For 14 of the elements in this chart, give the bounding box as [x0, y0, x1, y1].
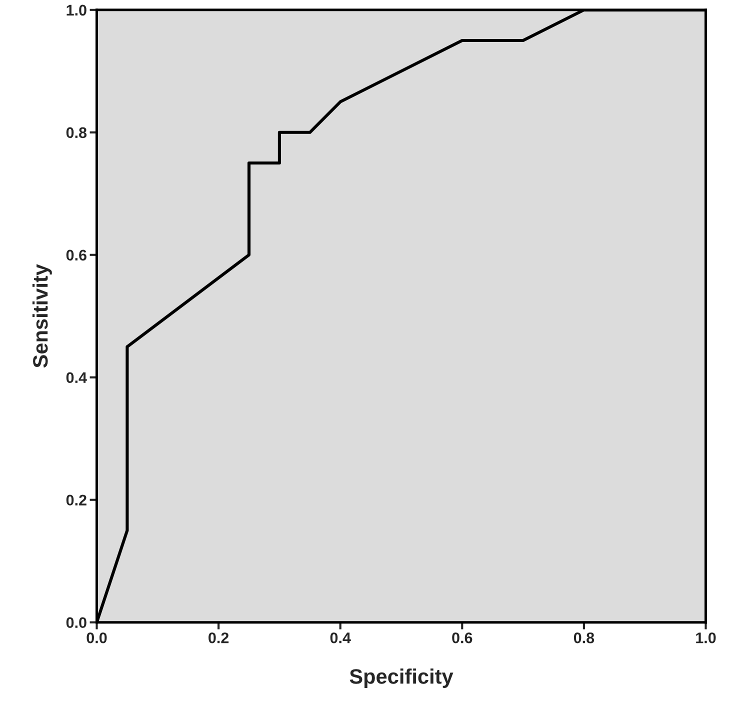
y-tick-label: 0.2: [66, 494, 86, 506]
y-axis-title: Sensitivity: [32, 264, 52, 368]
y-tick-label: 0.6: [66, 250, 86, 261]
y-tick-label: 0.0: [66, 617, 86, 628]
x-tick-label: 0.8: [574, 632, 594, 644]
x-tick-label: 0.2: [208, 632, 229, 644]
x-tick-label: 0.6: [452, 632, 472, 644]
y-tick-label: 0.4: [66, 372, 87, 384]
x-tick-label: 0.4: [330, 632, 351, 644]
y-tick-label: 1.0: [66, 4, 86, 16]
y-tick-label: 0.8: [66, 127, 87, 138]
x-tick-label: 0.0: [86, 632, 107, 644]
x-axis-title: Specificity: [350, 668, 454, 688]
x-tick-label: 1.0: [696, 632, 716, 644]
